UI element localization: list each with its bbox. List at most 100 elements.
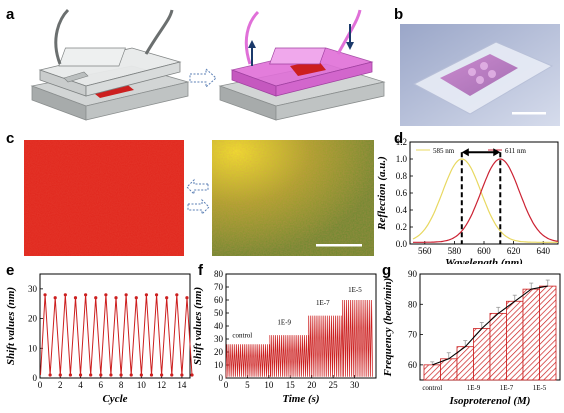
data-point xyxy=(114,296,118,300)
x-tick-label: 600 xyxy=(477,246,491,256)
data-point xyxy=(124,293,128,297)
data-point xyxy=(63,293,67,297)
x-tick-label: 30 xyxy=(350,380,360,390)
x-axis-label: Isoproterenol (M) xyxy=(449,395,531,407)
y-tick-label: 20 xyxy=(214,347,224,357)
data-point xyxy=(89,373,93,377)
panel-label-b: b xyxy=(394,6,404,23)
bar xyxy=(522,288,540,381)
x-tick-label: 580 xyxy=(448,246,462,256)
data-point xyxy=(149,373,154,377)
panel-label-e: e xyxy=(6,262,15,279)
x-tick-label: 6 xyxy=(99,380,104,390)
data-point xyxy=(94,296,98,300)
series-line xyxy=(40,294,193,376)
data-point xyxy=(170,373,174,377)
x-tick-label: 560 xyxy=(418,246,432,256)
device-right-illustration xyxy=(218,9,386,121)
x-tick-label: 1E-5 xyxy=(533,384,547,392)
data-point xyxy=(185,296,189,300)
data-point xyxy=(129,373,133,377)
y-tick-label: 0.4 xyxy=(396,205,408,215)
micrograph-red xyxy=(24,140,184,256)
data-point xyxy=(139,373,143,377)
data-point xyxy=(78,373,83,377)
device-schematic xyxy=(30,8,386,121)
y-tick-label: 0 xyxy=(219,373,224,383)
plot-frame xyxy=(39,273,191,379)
y-tick-label: 30 xyxy=(214,334,224,344)
bar xyxy=(423,364,441,381)
series-line xyxy=(413,158,559,243)
data-point xyxy=(160,373,164,377)
annotation-label: control xyxy=(232,332,252,340)
panel-label-c: c xyxy=(6,130,15,147)
exchange-arrows-icon xyxy=(186,178,210,216)
panel-label-a: a xyxy=(6,6,15,23)
x-axis-label: Cycle xyxy=(102,393,127,405)
x-tick-label: 4 xyxy=(78,380,83,390)
device-left-illustration xyxy=(30,8,190,121)
x-tick-label: 0 xyxy=(38,380,43,390)
x-tick-label: 5 xyxy=(245,380,250,390)
micrograph-green xyxy=(212,140,374,256)
chart-shift-cycles: 0 2 4 6 8 10 12 14 0 10 20 30 Cycle Shift values (nm) xyxy=(5,273,194,405)
y-tick-label: 70 xyxy=(214,282,224,292)
y-tick-label: 20 xyxy=(28,314,38,324)
arrow-head-right xyxy=(493,148,501,157)
x-tick-label: 0 xyxy=(224,380,229,390)
y-axis-label: Reflection (a.u.) xyxy=(376,156,388,231)
data-point xyxy=(73,296,78,300)
data-point xyxy=(99,373,103,377)
y-tick-label: 80 xyxy=(214,269,224,279)
x-tick-label: 2 xyxy=(58,380,63,390)
bar xyxy=(456,346,474,381)
chart-shift-time: 0 5 10 15 20 25 3001020304050607080control1E-9… xyxy=(192,269,377,405)
chart-frequency-bars: 60 70 80 90 control 1E-9 1E-7 1E-5Isoproterenol… xyxy=(382,269,561,407)
y-tick-label: 40 xyxy=(214,321,224,331)
y-axis-label: Frequency (beat/min) xyxy=(382,278,394,378)
x-tick-label: 10 xyxy=(137,380,147,390)
plot-frame xyxy=(409,141,559,245)
y-tick-label: 0.0 xyxy=(396,239,408,249)
y-tick-label: 80 xyxy=(408,299,418,309)
x-tick-label: 1E-7 xyxy=(500,384,514,392)
arrow-head-left xyxy=(461,148,469,157)
y-tick-label: 0 xyxy=(33,373,38,383)
data-point xyxy=(48,373,52,377)
bar xyxy=(539,285,557,381)
data-point xyxy=(53,296,57,300)
data-point xyxy=(180,373,184,377)
series-line xyxy=(225,299,373,379)
data-point xyxy=(43,293,47,297)
bar xyxy=(473,328,491,381)
x-tick-label: 15 xyxy=(286,380,296,390)
annotation-label: 1E-5 xyxy=(348,286,362,294)
y-tick-label: 1.0 xyxy=(396,154,408,164)
data-point xyxy=(175,293,179,297)
y-tick-label: 0.8 xyxy=(396,171,408,181)
x-tick-label: 12 xyxy=(157,380,166,390)
data-point xyxy=(190,373,194,377)
trend-line xyxy=(432,285,548,366)
annotation-label: 1E-9 xyxy=(277,319,291,327)
data-point xyxy=(134,296,138,300)
y-tick-label: 90 xyxy=(408,269,418,279)
y-axis-label: Shift values (nm) xyxy=(192,287,204,365)
bar xyxy=(506,300,524,381)
annotation-label: 1E-7 xyxy=(316,299,330,307)
data-point xyxy=(144,293,149,297)
y-tick-label: 50 xyxy=(214,308,224,318)
y-axis-label: Shift values (nm) xyxy=(5,287,17,365)
scale-bar xyxy=(316,244,362,247)
series-line xyxy=(412,158,558,243)
legend-label: 585 nm xyxy=(433,147,455,155)
panel-label-f: f xyxy=(198,262,203,279)
bar xyxy=(489,312,507,381)
arrow-right-icon xyxy=(189,67,217,89)
y-tick-label: 60 xyxy=(214,295,224,305)
data-point xyxy=(84,293,88,297)
data-point xyxy=(165,296,169,300)
x-tick-label: 14 xyxy=(177,380,187,390)
x-tick-label: 1E-9 xyxy=(467,384,481,392)
